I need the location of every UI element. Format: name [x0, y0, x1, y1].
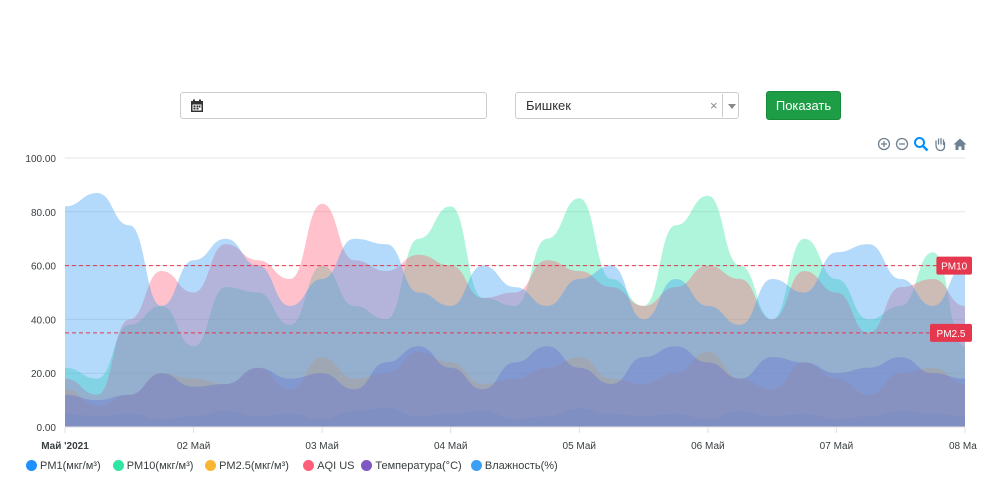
- select-divider: [722, 94, 723, 117]
- series-area-2: [65, 351, 965, 427]
- threshold-label-bg: [936, 256, 972, 275]
- selection-zoom-icon[interactable]: [913, 136, 929, 152]
- y-tick-label: 0.00: [37, 423, 57, 434]
- y-tick-label: 80.00: [31, 208, 56, 219]
- clear-selection-icon[interactable]: ×: [710, 98, 718, 113]
- legend-label: PM1(мкг/м³): [40, 460, 101, 472]
- legend-label: AQI US: [317, 460, 355, 472]
- x-tick-label: 06 Май: [691, 441, 725, 452]
- legend-marker: [303, 460, 315, 471]
- legend-marker: [112, 460, 124, 471]
- zoom-in-icon[interactable]: [876, 136, 892, 152]
- city-select[interactable]: Бишкек ×: [515, 92, 739, 119]
- legend-label: Температура(°C): [375, 460, 462, 472]
- series-area-3: [65, 203, 965, 427]
- show-button[interactable]: Показать: [766, 91, 841, 120]
- legend-item[interactable]: AQI US: [303, 460, 354, 472]
- series-area-5: [65, 193, 965, 427]
- city-selected-value: Бишкек: [526, 98, 571, 113]
- air-quality-chart: 0.00 20.00 40.00 60.00 80.00 100.00 Май '2021 0…: [25, 154, 977, 452]
- pan-hand-icon[interactable]: [932, 136, 948, 152]
- x-tick-label: 03 Май: [305, 441, 339, 452]
- legend-item[interactable]: PM10(мкг/м³): [112, 460, 194, 472]
- home-reset-icon[interactable]: [952, 136, 968, 152]
- calendar-icon: [190, 99, 204, 113]
- date-range-input[interactable]: [180, 92, 487, 119]
- legend-label: Влажность(%): [484, 460, 558, 472]
- y-tick-label: 60.00: [31, 262, 56, 273]
- legend-item[interactable]: Влажность(%): [470, 460, 558, 472]
- legend-item[interactable]: PM1(мкг/м³): [26, 460, 101, 472]
- x-tick-label: 08 Ma: [949, 441, 977, 452]
- legend-item[interactable]: Температура(°C): [361, 460, 462, 472]
- series-area-0: [65, 408, 965, 427]
- zoom-out-icon[interactable]: [894, 136, 910, 152]
- y-tick-label: 100.00: [25, 154, 56, 165]
- x-tick-label: 07 Май: [820, 441, 854, 452]
- x-tick-label: 02 Май: [177, 441, 211, 452]
- legend-item[interactable]: PM2.5(мкг/м³): [205, 460, 289, 472]
- legend-label: PM10(мкг/м³): [126, 460, 194, 472]
- legend-marker: [470, 460, 482, 471]
- x-tick-label: 05 Май: [563, 441, 597, 452]
- threshold-label: PM10: [941, 262, 968, 273]
- series-area-1: [65, 195, 965, 427]
- y-tick-label: 20.00: [31, 369, 56, 380]
- legend-label: PM2.5(мкг/м³): [219, 460, 289, 472]
- threshold-label: PM2.5: [937, 329, 966, 340]
- x-tick-label: 04 Май: [434, 441, 468, 452]
- x-tick-label: Май '2021: [41, 441, 89, 452]
- legend-marker: [205, 460, 217, 471]
- y-tick-label: 40.00: [31, 315, 56, 326]
- threshold-label-bg: [930, 323, 972, 342]
- series-area-4: [65, 346, 965, 427]
- legend-marker: [361, 460, 373, 471]
- chevron-down-icon[interactable]: [728, 104, 736, 109]
- legend-marker: [26, 460, 37, 471]
